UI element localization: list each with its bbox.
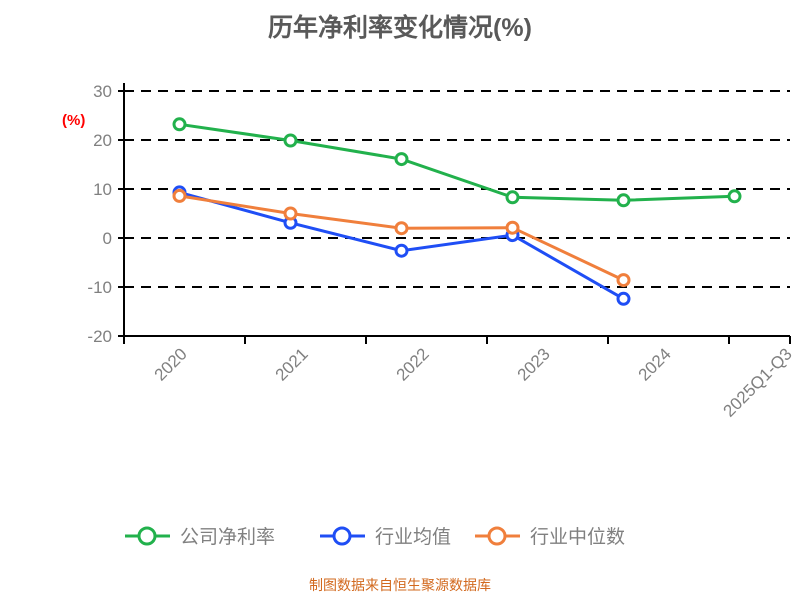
y-tick-label: 0 — [103, 229, 112, 248]
y-tick-label: -10 — [87, 278, 112, 297]
chart-title: 历年净利率变化情况(%) — [268, 14, 532, 42]
grid-lines — [124, 90, 790, 337]
series-3 — [172, 188, 631, 288]
legend-label: 行业中位数 — [530, 526, 625, 548]
chart-footnote: 制图数据来自恒生聚源数据库 — [309, 577, 491, 593]
y-tick-labels: 30 20 10 0 -10 -20 — [87, 82, 112, 346]
data-point[interactable] — [172, 117, 187, 132]
x-tick-label: 2022 — [393, 344, 433, 384]
y-tick-label: 30 — [93, 82, 112, 101]
y-tick-label: 10 — [93, 180, 112, 199]
legend: 公司净利率 行业均值 行业中位数 — [125, 526, 625, 548]
series-layer — [172, 117, 742, 306]
data-point[interactable] — [394, 152, 409, 167]
data-point[interactable] — [283, 133, 298, 148]
x-tick-label: 2024 — [635, 344, 675, 384]
x-tick-label: 2025Q1-Q3 — [720, 344, 796, 420]
series-1 — [172, 117, 742, 208]
data-point[interactable] — [283, 206, 298, 221]
x-tick-label: 2023 — [514, 344, 554, 384]
data-point[interactable] — [394, 243, 409, 258]
data-point[interactable] — [727, 189, 742, 204]
x-tick-label: 2020 — [151, 344, 191, 384]
series-line — [179, 122, 735, 202]
y-tick-label: 20 — [93, 131, 112, 150]
data-point[interactable] — [505, 190, 520, 205]
y-tick-label: -20 — [87, 327, 112, 346]
x-tick-label: 2021 — [272, 344, 312, 384]
x-tick-labels: 2020 2021 2022 2023 2024 2025Q1-Q3 — [151, 344, 796, 420]
legend-item-industry-median[interactable]: 行业中位数 — [475, 526, 625, 548]
legend-label: 公司净利率 — [180, 526, 275, 548]
data-point[interactable] — [394, 221, 409, 236]
legend-item-company[interactable]: 公司净利率 — [125, 526, 275, 548]
legend-label: 行业均值 — [375, 526, 451, 548]
data-point[interactable] — [616, 291, 631, 306]
grid-lines-alt — [124, 139, 790, 337]
data-point[interactable] — [505, 220, 520, 235]
data-point[interactable] — [616, 273, 631, 288]
data-point[interactable] — [616, 193, 631, 208]
legend-item-industry-mean[interactable]: 行业均值 — [320, 526, 451, 548]
y-axis — [118, 83, 125, 344]
data-point[interactable] — [172, 188, 187, 203]
y-axis-label: (%) — [62, 112, 86, 129]
x-axis — [123, 335, 791, 344]
